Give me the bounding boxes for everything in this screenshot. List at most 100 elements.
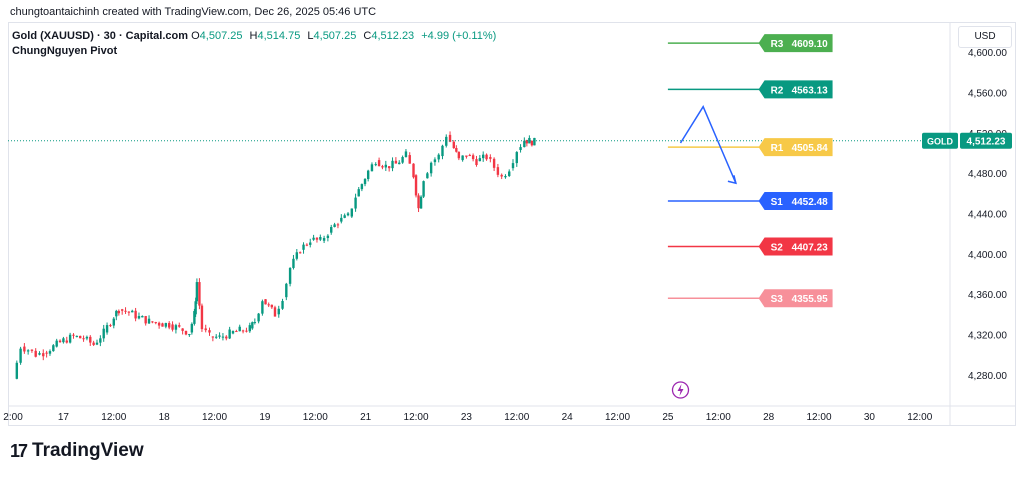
- y-tick-label: 4,400.00: [968, 250, 1007, 261]
- pivot-tag-s3: [758, 289, 833, 308]
- candle-body: [23, 346, 26, 352]
- candle-body: [117, 310, 121, 314]
- candle-body: [433, 159, 437, 163]
- x-tick-label: 12:00: [202, 412, 227, 423]
- candle-body: [72, 334, 75, 336]
- candle-body: [79, 335, 82, 339]
- x-tick-label: 12:00: [303, 412, 328, 423]
- candle-body: [127, 311, 131, 313]
- price-chart[interactable]: 4,280.00 4,320.00 4,360.00 4,400.00 4,440.00…: [0, 0, 1024, 430]
- candle-body: [261, 301, 264, 314]
- candle-body: [391, 160, 394, 169]
- symbol-legend[interactable]: Gold (XAUUSD) · 30 · Capital.com O4,507.…: [12, 30, 500, 42]
- price-tag-symbol: GOLD: [927, 137, 953, 147]
- candle-body: [200, 305, 204, 330]
- y-tick-label: 4,560.00: [968, 89, 1007, 100]
- candle-body: [151, 321, 154, 323]
- x-tick-label: 18: [159, 412, 171, 423]
- candle-body: [85, 336, 89, 339]
- candle-body: [417, 195, 420, 209]
- candle-body: [19, 348, 22, 363]
- tradingview-logo: 17 TradingView: [10, 440, 144, 462]
- candle-body: [82, 338, 85, 340]
- candle-body: [404, 151, 408, 158]
- candle-body: [302, 244, 305, 250]
- high-label: H: [249, 30, 258, 42]
- candle-body: [298, 252, 302, 254]
- candle-body: [336, 224, 340, 226]
- price-tag-symbol-bg: [922, 132, 958, 149]
- x-tick-label: 23: [461, 412, 473, 423]
- pivot-value-r2: 4563.13: [792, 85, 829, 96]
- candle-body: [141, 316, 144, 318]
- candle-body: [533, 137, 536, 146]
- y-tick-label: 4,360.00: [968, 290, 1007, 301]
- candle-body: [251, 322, 254, 329]
- candle-body: [225, 336, 228, 339]
- candle-body: [457, 151, 461, 159]
- candle-body: [519, 147, 522, 151]
- pivot-label-r1: R1: [771, 143, 784, 154]
- candle-body: [374, 164, 377, 166]
- candle-body: [429, 162, 433, 174]
- change-value: +4.99 (+0.11%): [421, 30, 497, 42]
- candle-body: [343, 215, 346, 218]
- candle-body: [137, 316, 141, 319]
- pivot-tag-s2: [758, 237, 833, 256]
- candle-body: [218, 335, 221, 337]
- currency-button[interactable]: USD: [958, 26, 1012, 48]
- candle-body: [354, 197, 357, 209]
- candle-body: [161, 323, 164, 327]
- candle-body: [319, 237, 322, 240]
- candle-body: [357, 189, 360, 197]
- candle-body: [437, 154, 440, 160]
- y-tick-label: 4,600.00: [968, 48, 1007, 59]
- pivot-tag-r3: [758, 34, 833, 53]
- candle-body: [112, 318, 115, 326]
- candle-body: [412, 163, 415, 178]
- tradingview-logo-text: TradingView: [32, 440, 144, 461]
- candle-body: [312, 237, 315, 240]
- candle-body: [105, 325, 109, 333]
- candle-body: [326, 235, 330, 239]
- candle-body: [489, 157, 492, 159]
- candle-body: [394, 160, 398, 164]
- candle-body: [95, 342, 99, 345]
- x-tick-label: 12:00: [404, 412, 429, 423]
- candle-body: [171, 324, 174, 330]
- open-label: O: [191, 30, 200, 42]
- pivot-value-s3: 4355.95: [792, 294, 829, 305]
- low-label: L: [307, 30, 314, 42]
- candle-body: [178, 325, 181, 327]
- candle-body: [528, 137, 531, 144]
- x-tick-label: 19: [259, 412, 271, 423]
- price-tag-value: 4,512.23: [967, 137, 1006, 148]
- price-tag-value-bg: [960, 132, 1012, 149]
- x-tick-label: 12:00: [807, 412, 832, 423]
- candle-body: [330, 227, 333, 233]
- candle-body: [426, 173, 429, 179]
- x-tick-label: 24: [562, 412, 574, 423]
- candle-body: [34, 350, 37, 357]
- candle-body: [441, 145, 444, 157]
- x-tick-label: 12:00: [101, 412, 126, 423]
- pivot-tag-r1: [758, 138, 833, 157]
- x-tick-label: 17: [58, 412, 70, 423]
- candle-body: [257, 313, 260, 322]
- candle-body: [99, 338, 102, 343]
- candle-body: [164, 323, 168, 327]
- candle-body: [231, 331, 235, 334]
- indicator-name[interactable]: ChungNguyen Pivot: [12, 45, 118, 57]
- candle-body: [492, 158, 496, 168]
- candle-body: [478, 158, 482, 162]
- candle-body: [167, 323, 171, 328]
- x-tick-label: 12:00: [504, 412, 529, 423]
- pivot-label-r3: R3: [771, 39, 784, 50]
- candle-body: [511, 163, 515, 169]
- candle-body: [366, 170, 370, 180]
- x-tick-label: 12:00: [706, 412, 731, 423]
- candle-body: [124, 310, 127, 312]
- candle-body: [58, 340, 62, 343]
- candle-body: [15, 362, 19, 379]
- candle-body: [414, 175, 418, 196]
